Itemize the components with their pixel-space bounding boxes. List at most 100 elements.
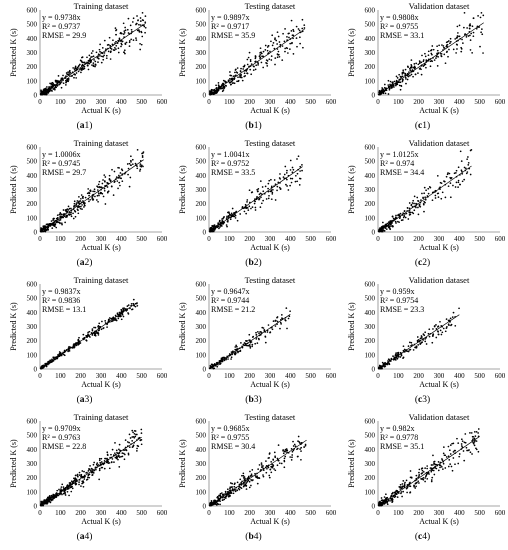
scatter-point: [445, 175, 448, 178]
y-tick-label: 400: [196, 446, 207, 454]
scatter-point: [108, 174, 111, 177]
r-squared-label: R² = 0.9717: [211, 22, 249, 31]
scatter-point: [427, 50, 430, 53]
scatter-point: [56, 220, 59, 223]
scatter-point: [246, 199, 249, 201]
chart-title: Training dataset: [74, 1, 129, 11]
scatter-point: [293, 443, 296, 446]
scatter-point: [391, 492, 394, 495]
scatter-point: [433, 59, 436, 61]
scatter-point: [93, 326, 95, 329]
scatter-point: [421, 192, 423, 195]
scatter-point: [98, 459, 101, 462]
scatter-point: [268, 194, 270, 197]
scatter-point: [221, 87, 224, 90]
y-tick-label: 100: [27, 77, 38, 85]
scatter-point: [72, 67, 74, 69]
scatter-point: [239, 213, 242, 215]
scatter-point: [291, 454, 294, 456]
scatter-point: [227, 79, 230, 82]
y-tick-label: 0: [34, 366, 38, 374]
scatter-point: [266, 60, 269, 62]
x-tick-label: 400: [454, 509, 465, 517]
scatter-point: [142, 165, 144, 168]
scatter-point: [404, 74, 407, 77]
scatter-point: [124, 439, 127, 441]
scatter-point: [444, 330, 447, 333]
scatter-point: [240, 75, 242, 77]
scatter-point: [297, 440, 299, 442]
scatter-point: [232, 492, 235, 495]
scatter-point: [258, 464, 261, 466]
scatter-point: [386, 222, 389, 225]
scatter-point: [284, 50, 286, 53]
scatter-point: [245, 344, 248, 347]
scatter-point: [52, 357, 55, 359]
scatter-point: [402, 345, 405, 348]
scatter-point: [93, 469, 96, 472]
scatter-point: [259, 180, 262, 182]
scatter-point: [83, 65, 86, 68]
scatter-point: [124, 52, 126, 55]
scatter-point: [417, 344, 420, 346]
scatter-point: [406, 207, 409, 209]
scatter-point: [292, 53, 295, 55]
scatter-point: [113, 46, 116, 49]
y-tick-label: 500: [27, 21, 38, 29]
scatter-point: [426, 465, 429, 467]
scatter-point: [282, 449, 284, 452]
scatter-point: [271, 466, 273, 469]
scatter-point: [271, 34, 274, 37]
scatter-point: [80, 475, 83, 478]
scatter-points: [40, 298, 139, 370]
scatter-point: [477, 432, 480, 434]
scatter-point: [223, 87, 225, 90]
scatter-point: [107, 43, 110, 46]
scatter-point: [421, 341, 423, 344]
scatter-point: [402, 216, 405, 219]
scatter-point: [113, 170, 116, 173]
chart-title: Validation dataset: [409, 1, 470, 11]
scatter-point: [431, 335, 434, 337]
scatter-point: [211, 224, 214, 227]
scatter-point: [442, 327, 445, 330]
scatter-point: [136, 444, 139, 447]
scatter-point: [408, 341, 411, 344]
scatter-points: [40, 11, 147, 96]
scatter-point: [285, 448, 288, 450]
scatter-point: [471, 453, 473, 455]
scatter-point: [422, 197, 424, 200]
scatter-point: [461, 38, 463, 41]
scatter-point: [81, 56, 83, 59]
scatter-point: [131, 429, 134, 432]
y-tick-label: 300: [365, 49, 376, 57]
scatter-point: [243, 342, 246, 344]
scatter-point: [387, 79, 390, 82]
scatter-point: [65, 79, 67, 82]
scatter-point: [469, 39, 472, 41]
y-tick-label: 0: [34, 92, 38, 100]
scatter-point: [465, 446, 468, 449]
scatter-point: [271, 191, 274, 194]
scatter-point: [478, 26, 481, 28]
scatter-point: [270, 40, 272, 43]
scatter-point: [391, 86, 393, 89]
scatter-point: [295, 37, 298, 39]
scatter-point: [418, 475, 420, 477]
scatter-point: [284, 165, 287, 168]
scatter-point: [236, 350, 239, 353]
scatter-point: [443, 47, 446, 49]
y-tick-label: 400: [365, 35, 376, 43]
scatter-point: [70, 215, 73, 218]
x-tick-label: 600: [157, 372, 168, 380]
scatter-point: [209, 365, 212, 367]
scatter-point: [473, 444, 476, 447]
x-tick-label: 100: [224, 509, 235, 517]
scatter-point: [87, 59, 90, 62]
scatter-point: [236, 67, 239, 69]
scatter-point: [48, 86, 50, 88]
scatter-point: [274, 456, 277, 459]
scatter-point: [226, 488, 229, 491]
scatter-point: [45, 223, 48, 226]
